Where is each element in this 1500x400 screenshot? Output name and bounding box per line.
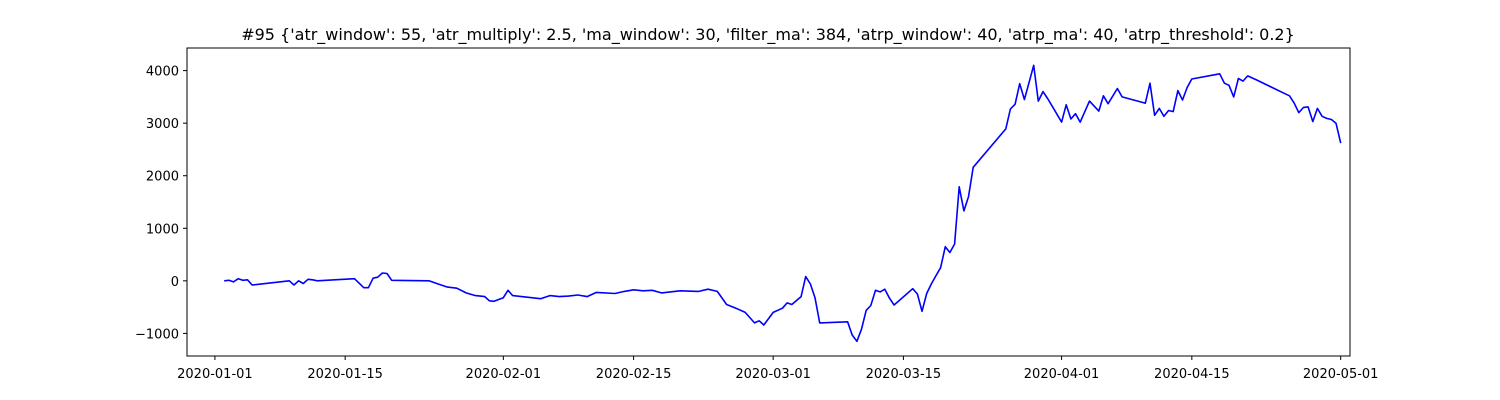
x-tick-label: 2020-02-15 — [596, 367, 672, 382]
y-tick-label: 3000 — [146, 117, 179, 132]
x-axis: 2020-01-01 2020-01-15 2020-02-01 2020-02-15… — [177, 356, 1378, 382]
y-tick-label: 2000 — [146, 170, 179, 185]
axes-frame — [186, 47, 1351, 357]
y-tick-label: 0 — [171, 275, 179, 290]
x-tick-label: 2020-04-15 — [1154, 367, 1230, 382]
plot-area — [224, 64, 1342, 343]
x-tick-label: 2020-02-01 — [466, 367, 542, 382]
x-tick-label: 2020-01-15 — [307, 367, 383, 382]
x-tick-label: 2020-03-01 — [735, 367, 811, 382]
chart-title: #95 {'atr_window': 55, 'atr_multiply': 2… — [241, 25, 1295, 45]
y-axis: −1000 0 1000 2000 3000 4000 — [135, 65, 187, 342]
series-line — [224, 64, 1342, 343]
x-tick-label: 2020-01-01 — [177, 367, 253, 382]
x-tick-label: 2020-04-01 — [1024, 367, 1100, 382]
y-tick-label: 4000 — [146, 65, 179, 80]
x-tick-label: 2020-03-15 — [866, 367, 942, 382]
y-tick-label: 1000 — [146, 222, 179, 237]
x-tick-label: 2020-05-01 — [1303, 367, 1379, 382]
y-tick-label: −1000 — [135, 327, 179, 342]
